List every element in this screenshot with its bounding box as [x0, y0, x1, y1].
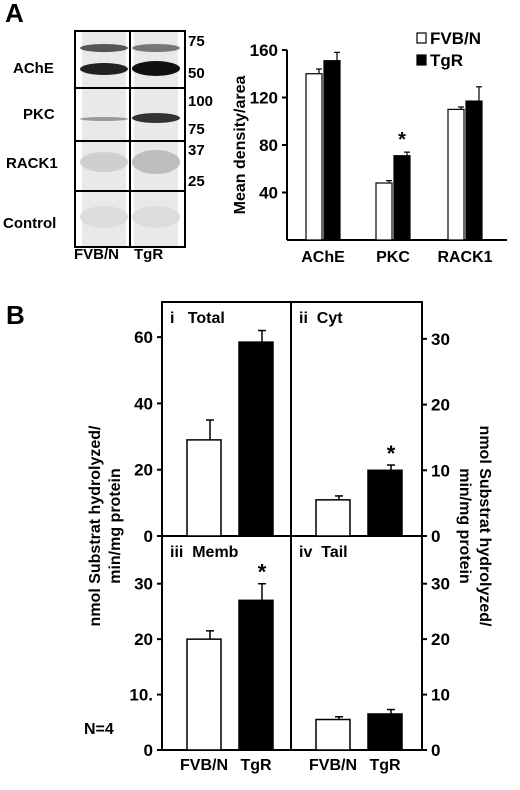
y-tick-label: 20 — [431, 396, 450, 415]
blot-band — [80, 206, 128, 228]
blot-band — [80, 44, 128, 52]
bar — [375, 182, 393, 241]
blot-lane-label: FVB/N — [74, 246, 119, 263]
y-tick-label: 30 — [134, 575, 153, 594]
y-tick-label: 80 — [259, 136, 278, 155]
y-tick-label: 20 — [431, 630, 450, 649]
blot-row-divider — [76, 87, 184, 89]
bar — [323, 60, 341, 241]
blot-row-label: AChE — [13, 60, 54, 77]
x-tick-label: FVB/N — [309, 757, 357, 774]
x-tick-label: AChE — [301, 249, 345, 266]
x-tick-label: PKC — [376, 249, 410, 266]
right-axis-label-line: min/mg protein — [456, 468, 473, 584]
y-tick-label: 20 — [134, 630, 153, 649]
bar — [186, 439, 222, 537]
activity-bar-charts: i Total 0 20 40 60 ii Cyt 0 10 20 30 * iii Memb 0 10.… — [84, 301, 493, 774]
blot-row-label: RACK1 — [6, 155, 58, 172]
y-tick-label: 30 — [431, 575, 450, 594]
bar — [186, 638, 222, 751]
blot-band — [132, 150, 180, 174]
x-tick-label: TgR — [369, 757, 401, 774]
legend-swatch — [416, 32, 427, 44]
y-tick-label: 0 — [144, 741, 153, 760]
y-tick-label: 160 — [250, 41, 278, 60]
subpanel-title: iv Tail — [299, 544, 348, 561]
significance-marker: * — [398, 129, 406, 151]
right-axis-label-line: nmol Substrat hydrolyzed/ — [476, 426, 493, 627]
y-tick-label: 10. — [129, 686, 153, 705]
bar — [238, 341, 274, 537]
bar — [315, 718, 351, 751]
significance-marker: * — [387, 441, 396, 466]
y-tick-label: 0 — [144, 527, 153, 546]
y-tick-label: 0 — [431, 741, 440, 760]
y-tick-label: 40 — [259, 184, 278, 203]
left-axis-label-line: nmol Substrat hydrolyzed/ — [87, 425, 104, 626]
x-tick-label: TgR — [240, 757, 272, 774]
panel-a-letter: A — [5, 0, 24, 28]
y-tick-label: 40 — [134, 394, 153, 413]
y-tick-label: 120 — [250, 89, 278, 108]
blot-row-divider — [76, 190, 184, 192]
bar — [315, 499, 351, 537]
blot-band — [80, 63, 128, 75]
mw-marker: 37 — [188, 142, 205, 159]
left-axis-label-line: min/mg protein — [107, 468, 124, 584]
subpanel-title: iii Memb — [170, 544, 239, 561]
y-tick-label: 0 — [431, 527, 440, 546]
legend-label: FVB/N — [430, 30, 481, 48]
blot-row-label: PKC — [23, 106, 55, 123]
blot-band — [80, 117, 128, 121]
significance-marker: * — [258, 560, 267, 585]
legend-swatch — [416, 54, 427, 66]
subpanel-title: ii Cyt — [299, 310, 343, 327]
bar — [367, 713, 403, 751]
legend-label: TgR — [430, 51, 463, 70]
x-tick-label: FVB/N — [180, 757, 228, 774]
blot-band — [132, 44, 180, 52]
y-tick-label: 20 — [134, 461, 153, 480]
sample-size-label: N=4 — [84, 721, 114, 738]
subpanel-title: i Total — [170, 310, 225, 327]
bar — [393, 155, 411, 241]
western-blot — [74, 30, 186, 248]
bar — [465, 100, 483, 241]
blot-band — [132, 61, 180, 76]
panel-b-letter: B — [6, 300, 25, 330]
x-tick-label: RACK1 — [437, 249, 492, 266]
bar — [305, 73, 323, 241]
mw-marker: 25 — [188, 173, 205, 190]
blot-row-label: Control — [3, 215, 57, 232]
y-axis-label: Mean density/area — [232, 76, 249, 215]
blot-lane-label: TgR — [134, 246, 164, 263]
mw-marker: 75 — [188, 121, 205, 138]
bar — [238, 599, 274, 751]
blot-lane-divider — [129, 32, 131, 246]
y-tick-label: 10 — [431, 686, 450, 705]
blot-row-divider — [76, 140, 184, 142]
y-tick-label: 30 — [431, 330, 450, 349]
y-tick-label: 60 — [134, 328, 153, 347]
bar — [447, 108, 465, 241]
y-tick-label: 10 — [431, 461, 450, 480]
blot-band — [80, 152, 128, 172]
mw-marker: 50 — [188, 65, 205, 82]
mw-marker: 100 — [188, 93, 214, 110]
mw-marker: 75 — [188, 33, 205, 50]
bar — [367, 469, 403, 537]
blot-band — [132, 206, 180, 228]
blot-band — [132, 113, 180, 123]
